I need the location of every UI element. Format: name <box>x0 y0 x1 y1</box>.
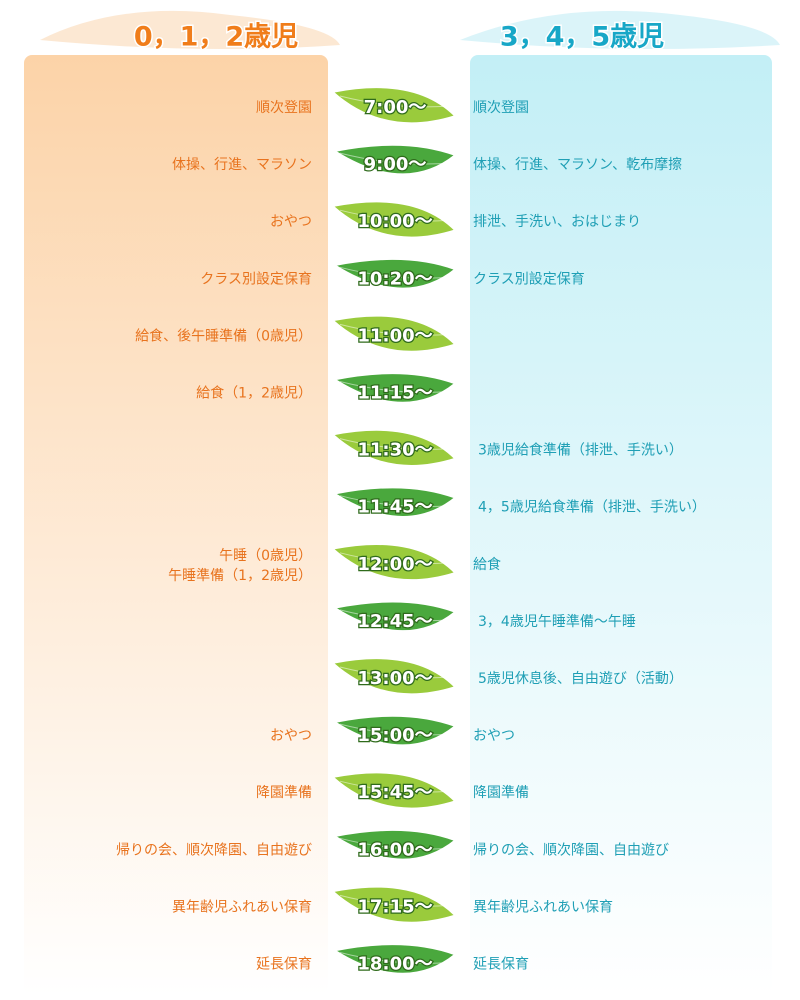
leaf-vein <box>339 609 451 622</box>
leaf-vein <box>339 209 451 222</box>
leaf-vein <box>339 894 451 907</box>
right-activity: 異年齢児ふれあい保育 <box>473 899 613 915</box>
leaf-vein <box>339 323 451 336</box>
leaf-vein <box>339 95 451 108</box>
right-activity: 給食 <box>473 556 501 573</box>
right-activity: 降園準備 <box>473 785 529 801</box>
time: 12:00～ <box>357 554 432 575</box>
left-activity: おやつ <box>270 214 312 230</box>
leaf <box>333 601 457 632</box>
time: 16:00～ <box>357 839 432 860</box>
time: 7:00～ <box>364 97 427 118</box>
left-activity: 給食（1，2歳児） <box>196 385 312 402</box>
left-activity: 体操、行進、マラソン <box>172 157 312 173</box>
rows: 7:00～ 順次登園 順次登園 9:00～ 体操、行進、マラソン 体操、行進、マラソン、乾… <box>116 86 706 976</box>
header-left: 0，1，2歳児 <box>134 22 298 53</box>
leaf <box>333 372 457 404</box>
leaf <box>333 144 457 175</box>
time: 15:00～ <box>357 725 432 746</box>
leaf <box>333 486 457 518</box>
time: 18:00～ <box>357 954 432 975</box>
right-activity: 順次登園 <box>473 100 529 116</box>
left-activity: 降園準備 <box>256 785 312 801</box>
leaf-vein <box>339 438 451 450</box>
right-activity: 3歳児給食準備（排泄、手洗い） <box>478 442 683 459</box>
right-activity: 排泄、手洗い、おはじまり <box>473 214 641 230</box>
time: 10:20～ <box>357 268 432 289</box>
left-activity: 帰りの会、順次降園、自由遊び <box>116 841 312 858</box>
leaf-vein <box>339 495 451 508</box>
right-panel <box>470 55 772 995</box>
time: 17:15～ <box>357 896 432 917</box>
leaf-vein <box>339 666 451 679</box>
right-activity: 3，4歳児午睡準備～午睡 <box>478 614 636 630</box>
left-activity: クラス別設定保育 <box>200 271 312 287</box>
left-activity: 延長保育 <box>256 957 312 973</box>
right-activity: おやつ <box>473 728 515 744</box>
leaf-vein <box>339 152 451 165</box>
time: 9:00～ <box>364 154 427 175</box>
leaf-vein <box>339 723 451 736</box>
leaf-vein <box>339 266 451 279</box>
leaf-vein <box>339 952 451 964</box>
time: 13:00～ <box>357 668 432 689</box>
header-right: 3，4，5歳児 <box>500 22 664 53</box>
right-activity: 体操、行進、マラソン、乾布摩擦 <box>473 156 682 173</box>
left-activity: 順次登園 <box>256 100 312 116</box>
leaf-vein <box>339 837 451 850</box>
leaf-vein <box>339 780 451 793</box>
time: 11:15～ <box>357 383 432 404</box>
left-activity: 午睡（0歳児） <box>219 548 312 564</box>
left-activity: 異年齢児ふれあい保育 <box>172 899 312 915</box>
left-activity: 給食、後午睡準備（0歳児） <box>135 327 312 344</box>
cloud <box>460 10 780 50</box>
time: 12:45～ <box>357 611 432 632</box>
left-activity: 午睡準備（1，2歳児） <box>168 568 312 584</box>
cloud <box>40 10 340 50</box>
leaf-vein <box>339 381 451 393</box>
time: 10:00～ <box>357 211 432 232</box>
leaf <box>333 715 457 746</box>
right-activity: 5歳児休息後、自由遊び（活動） <box>478 670 683 687</box>
leaf <box>333 258 457 290</box>
leaf <box>333 829 457 861</box>
left-panel <box>24 55 328 995</box>
time: 11:00～ <box>357 325 432 346</box>
right-activity: 延長保育 <box>473 957 529 973</box>
right-activity: クラス別設定保育 <box>473 271 585 287</box>
right-activity: 帰りの会、順次降園、自由遊び <box>473 841 669 858</box>
leaf <box>333 943 457 975</box>
time: 11:30～ <box>357 440 432 461</box>
right-activity: 4，5歳児給食準備（排泄、手洗い） <box>478 499 706 516</box>
time: 15:45～ <box>357 782 432 803</box>
left-activity: おやつ <box>270 728 312 744</box>
time: 11:45～ <box>357 497 432 518</box>
leaf-vein <box>339 552 451 565</box>
